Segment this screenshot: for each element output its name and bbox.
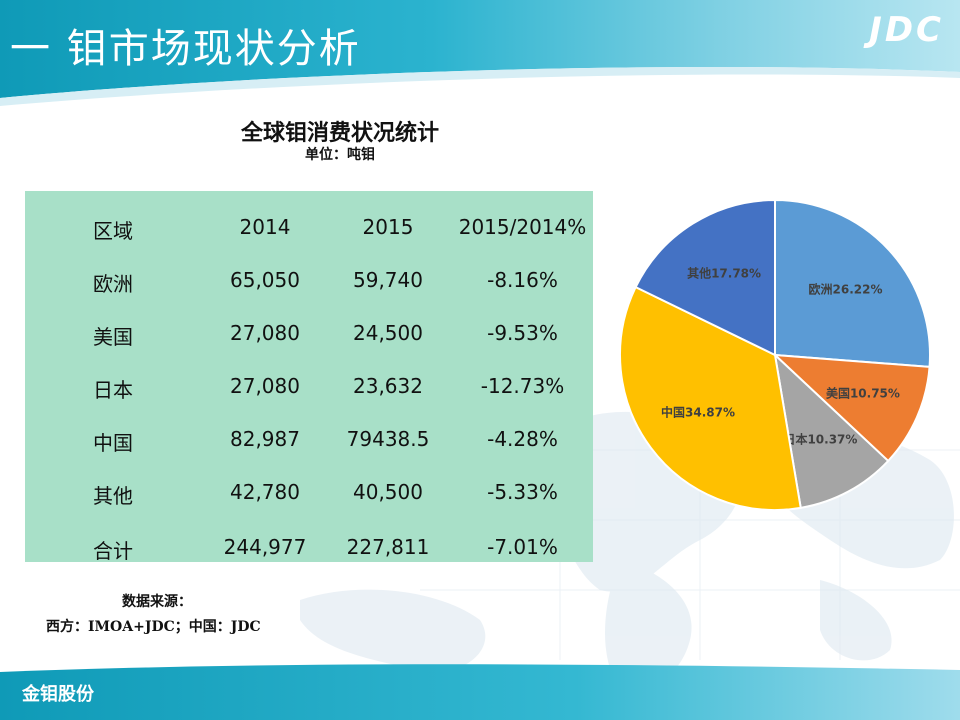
table-total-row: 合计 244,977 227,811 -7.01% — [25, 527, 593, 567]
table-row: 其他 42,780 40,500 -5.33% — [25, 472, 593, 512]
value-2014-cell: 27,080 — [230, 321, 300, 345]
value-2014-cell: 244,977 — [223, 535, 307, 559]
value-2015-cell: 24,500 — [353, 321, 423, 345]
pie-slice — [773, 352, 890, 510]
header-banner — [0, 0, 960, 106]
table-row: 日本 27,080 23,632 -12.73% — [25, 366, 593, 406]
ratio-cell: -9.53% — [487, 321, 558, 345]
value-2015-cell: 79438.5 — [346, 427, 430, 451]
footer-banner — [0, 664, 960, 720]
table-row: 中国 82,987 79438.5 -4.28% — [25, 419, 593, 459]
value-2014-cell: 82,987 — [230, 427, 300, 451]
pie-slice-label: 美国10.75% — [826, 386, 900, 401]
consumption-pie-chart: 欧洲26.22% 美国10.75% 日本10.37% 中国34.87% 其他17.78% — [619, 198, 931, 511]
region-cell: 合计 — [93, 539, 133, 563]
ratio-cell: -12.73% — [480, 374, 565, 398]
column-header-2014: 2014 — [239, 215, 291, 239]
column-header-ratio: 2015/2014% — [458, 215, 587, 239]
table-header-row: 区域 2014 2015 2015/2014% — [25, 207, 593, 247]
value-2014-cell: 27,080 — [230, 374, 300, 398]
ratio-cell: -4.28% — [487, 427, 558, 451]
pie-slice — [772, 353, 931, 463]
pie-slice — [774, 198, 931, 368]
column-header-2015: 2015 — [362, 215, 414, 239]
region-cell: 美国 — [93, 325, 133, 349]
source-label: 数据来源： — [122, 594, 192, 610]
company-name: 金钼股份 — [22, 684, 94, 705]
region-cell: 日本 — [93, 378, 133, 402]
table-unit: 单位：吨钼 — [305, 147, 375, 163]
source-text: 西方：IMOA+JDC；中国：JDC — [46, 619, 261, 635]
pie-slice — [634, 198, 776, 357]
table-row: 美国 27,080 24,500 -9.53% — [25, 313, 593, 353]
region-cell: 中国 — [93, 431, 133, 455]
ratio-cell: -7.01% — [487, 535, 558, 559]
region-cell: 欧洲 — [93, 272, 133, 296]
column-header-region: 区域 — [93, 219, 133, 243]
slide-title: 一 钼市场现状分析 — [10, 26, 361, 72]
region-cell: 其他 — [93, 484, 133, 508]
consumption-table: 区域 2014 2015 2015/2014% 欧洲 65,050 59,740… — [25, 191, 593, 563]
table-row: 欧洲 65,050 59,740 -8.16% — [25, 260, 593, 300]
table-title: 全球钼消费状况统计 — [240, 121, 439, 146]
ratio-cell: -5.33% — [487, 480, 558, 504]
pie-slice-label: 日本10.37% — [783, 432, 857, 447]
value-2015-cell: 40,500 — [353, 480, 423, 504]
pie-slice-label: 其他17.78% — [687, 266, 761, 281]
value-2015-cell: 227,811 — [346, 535, 430, 559]
jdc-logo: JDC — [869, 10, 944, 50]
value-2014-cell: 65,050 — [230, 268, 300, 292]
value-2015-cell: 59,740 — [353, 268, 423, 292]
value-2014-cell: 42,780 — [230, 480, 300, 504]
pie-slice-label: 中国34.87% — [661, 405, 735, 420]
ratio-cell: -8.16% — [487, 268, 558, 292]
pie-slice-label: 欧洲26.22% — [809, 282, 883, 297]
pie-slice — [619, 285, 802, 511]
value-2015-cell: 23,632 — [353, 374, 423, 398]
